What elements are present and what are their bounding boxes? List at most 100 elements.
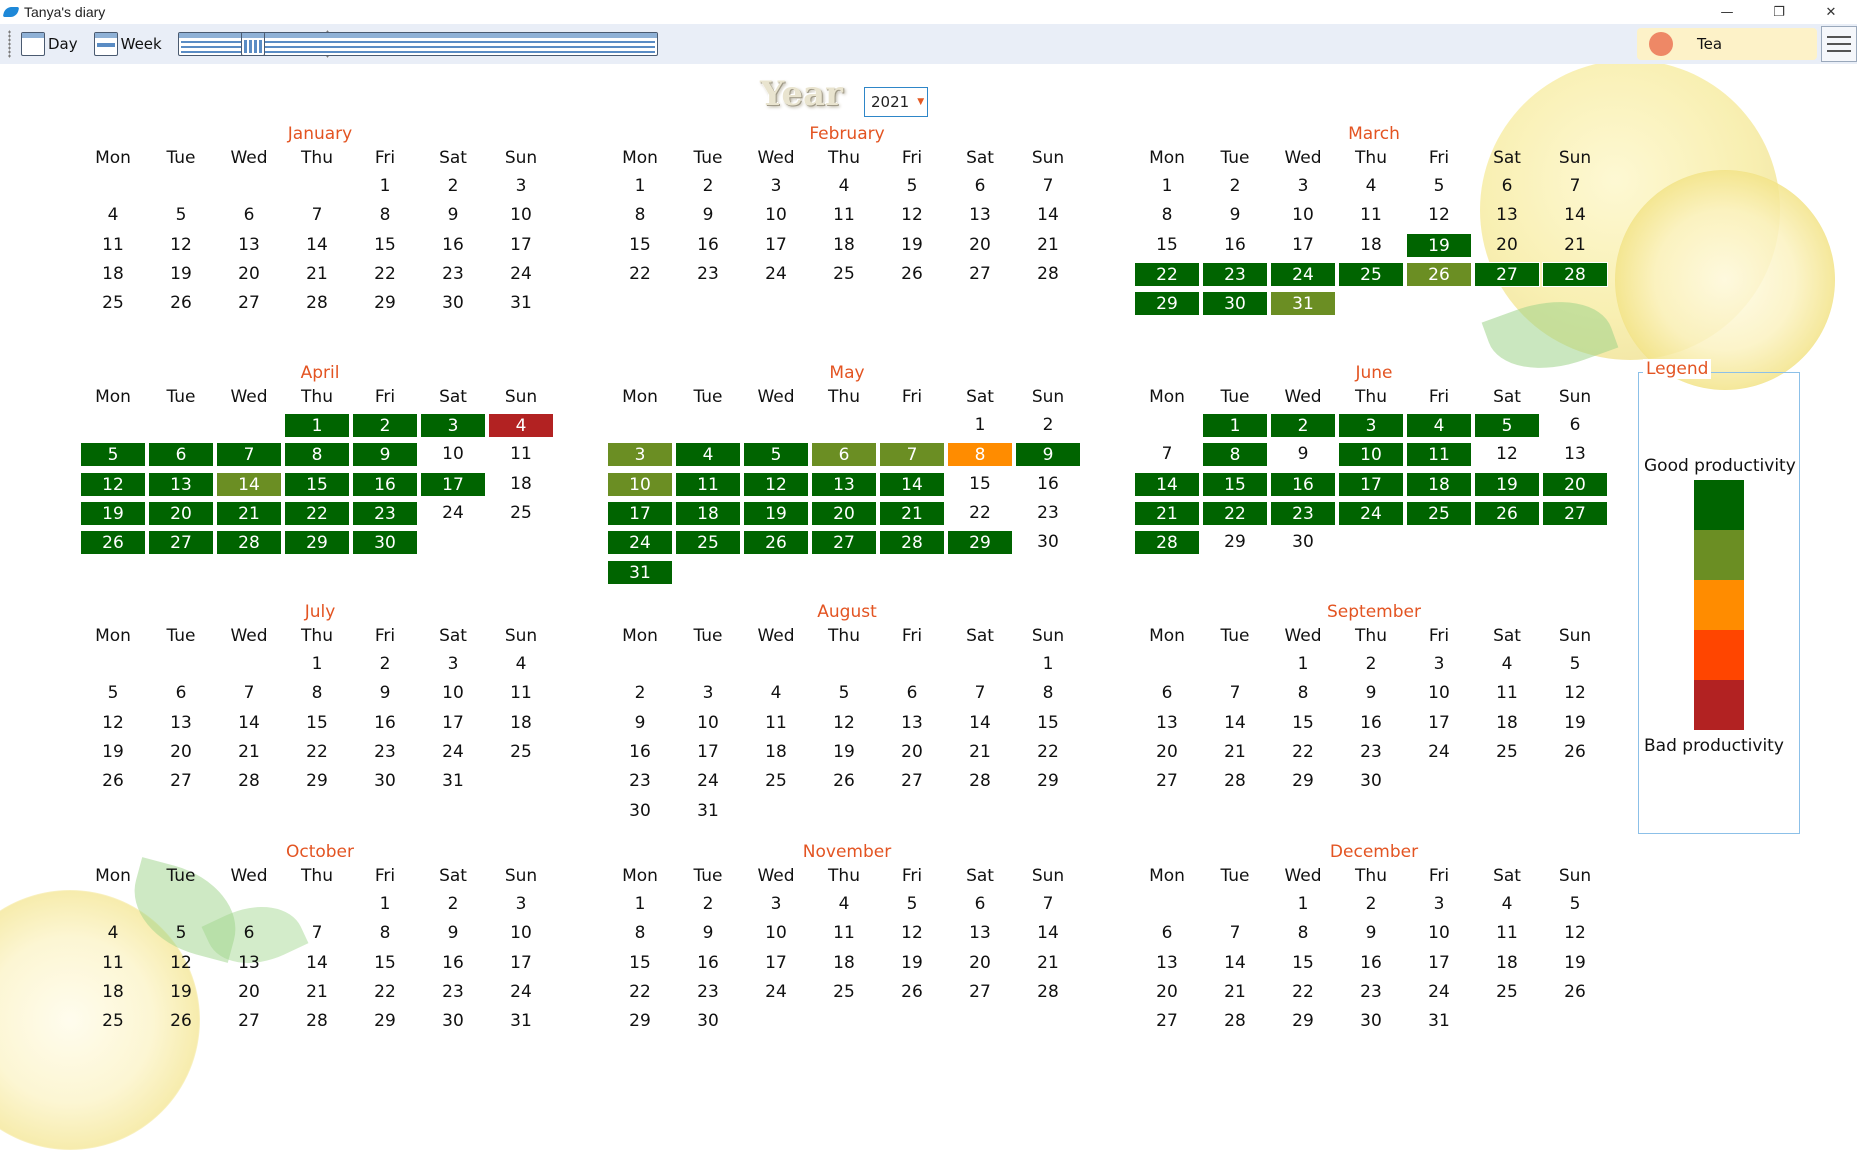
week-view-button[interactable]: Week (88, 28, 168, 60)
day-cell[interactable]: 5 (1474, 413, 1540, 438)
day-cell[interactable]: 10 (765, 923, 787, 944)
day-cell[interactable]: 10 (765, 205, 787, 226)
day-cell[interactable]: 27 (148, 530, 214, 556)
day-cell[interactable]: 9 (379, 683, 391, 704)
day-cell[interactable]: 15 (374, 952, 396, 973)
day-cell[interactable]: 23 (697, 263, 719, 284)
day-cell[interactable]: 19 (80, 500, 146, 526)
day-cell[interactable]: 3 (1297, 176, 1309, 196)
day-cell[interactable]: 6 (906, 683, 918, 704)
day-cell[interactable]: 7 (311, 205, 323, 226)
day-cell[interactable]: 11 (510, 683, 532, 704)
day-cell[interactable]: 14 (969, 712, 991, 733)
day-cell[interactable]: 15 (629, 952, 651, 973)
day-cell[interactable]: 11 (102, 952, 124, 973)
day-cell[interactable]: 24 (607, 530, 673, 556)
day-cell[interactable]: 21 (216, 500, 282, 526)
day-cell[interactable]: 31 (607, 559, 673, 585)
day-cell[interactable]: 3 (770, 894, 782, 914)
day-cell[interactable]: 28 (1037, 981, 1059, 1002)
day-cell[interactable]: 18 (833, 952, 855, 973)
day-cell[interactable]: 29 (1037, 771, 1059, 792)
day-cell[interactable]: 28 (216, 530, 282, 556)
day-cell[interactable]: 9 (1297, 444, 1309, 465)
day-cell[interactable]: 24 (442, 741, 464, 762)
day-cell[interactable]: 6 (1161, 923, 1173, 944)
day-cell[interactable]: 18 (1496, 712, 1518, 733)
day-cell[interactable]: 24 (442, 502, 464, 523)
day-cell[interactable]: 2 (352, 413, 418, 438)
day-cell[interactable]: 31 (510, 1011, 532, 1032)
day-cell[interactable]: 21 (306, 981, 328, 1002)
day-cell[interactable]: 17 (765, 234, 787, 255)
day-cell[interactable]: 1 (1297, 654, 1309, 674)
day-cell[interactable]: 16 (374, 712, 396, 733)
close-button[interactable]: ✕ (1825, 4, 1837, 20)
day-cell[interactable]: 6 (974, 894, 986, 914)
day-cell[interactable]: 26 (901, 263, 923, 284)
day-cell[interactable]: 10 (1338, 442, 1404, 468)
day-cell[interactable]: 11 (675, 471, 741, 497)
day-cell[interactable]: 13 (969, 205, 991, 226)
day-cell[interactable]: 13 (148, 471, 214, 497)
day-cell[interactable]: 3 (515, 894, 527, 914)
day-cell[interactable]: 12 (170, 234, 192, 255)
day-cell[interactable]: 8 (634, 923, 646, 944)
day-cell[interactable]: 2 (1270, 413, 1336, 438)
day-cell[interactable]: 30 (374, 771, 396, 792)
day-cell[interactable]: 26 (901, 981, 923, 1002)
day-cell[interactable]: 16 (1224, 234, 1246, 255)
day-cell[interactable]: 15 (1037, 712, 1059, 733)
day-cell[interactable]: 21 (1037, 234, 1059, 255)
day-cell[interactable]: 12 (1564, 923, 1586, 944)
day-cell[interactable]: 20 (1156, 741, 1178, 762)
day-cell[interactable]: 30 (1360, 771, 1382, 792)
day-cell[interactable]: 6 (148, 442, 214, 468)
day-cell[interactable]: 2 (1042, 415, 1054, 435)
day-cell[interactable]: 13 (901, 712, 923, 733)
day-cell[interactable]: 20 (811, 500, 877, 526)
day-cell[interactable]: 10 (1428, 923, 1450, 944)
day-cell[interactable]: 26 (1564, 981, 1586, 1002)
day-cell[interactable]: 10 (442, 683, 464, 704)
day-cell[interactable]: 27 (811, 530, 877, 556)
day-cell[interactable]: 25 (1338, 261, 1404, 287)
day-cell[interactable]: 16 (352, 471, 418, 497)
day-cell[interactable]: 1 (311, 654, 323, 674)
day-cell[interactable]: 8 (1202, 442, 1268, 468)
day-cell[interactable]: 21 (1037, 952, 1059, 973)
day-cell[interactable]: 30 (629, 800, 651, 821)
day-cell[interactable]: 1 (1297, 894, 1309, 914)
day-cell[interactable]: 30 (352, 530, 418, 556)
day-cell[interactable]: 23 (1202, 261, 1268, 287)
day-cell[interactable]: 10 (1428, 683, 1450, 704)
day-cell[interactable]: 23 (629, 771, 651, 792)
day-cell[interactable]: 26 (743, 530, 809, 556)
day-cell[interactable]: 27 (969, 981, 991, 1002)
day-cell[interactable]: 16 (629, 741, 651, 762)
day-cell[interactable]: 11 (765, 712, 787, 733)
day-cell[interactable]: 18 (1496, 952, 1518, 973)
day-cell[interactable]: 1 (1042, 654, 1054, 674)
day-cell[interactable]: 23 (352, 500, 418, 526)
day-cell[interactable]: 27 (901, 771, 923, 792)
day-cell[interactable]: 3 (1338, 413, 1404, 438)
day-cell[interactable]: 24 (765, 263, 787, 284)
day-cell[interactable]: 5 (1569, 894, 1581, 914)
day-cell[interactable]: 5 (906, 176, 918, 196)
day-cell[interactable]: 4 (107, 923, 119, 944)
day-cell[interactable]: 1 (379, 894, 391, 914)
day-cell[interactable]: 27 (238, 293, 260, 314)
day-cell[interactable]: 16 (1037, 473, 1059, 494)
day-cell[interactable]: 4 (838, 894, 850, 914)
day-cell[interactable]: 30 (1202, 291, 1268, 317)
day-cell[interactable]: 7 (1229, 683, 1241, 704)
month-title[interactable]: June (1355, 363, 1393, 383)
day-cell[interactable]: 4 (675, 442, 741, 468)
day-cell[interactable]: 9 (702, 923, 714, 944)
day-cell[interactable]: 31 (442, 771, 464, 792)
month-title[interactable]: January (287, 124, 353, 144)
day-cell[interactable]: 25 (102, 293, 124, 314)
day-cell[interactable]: 1 (634, 176, 646, 196)
day-cell[interactable]: 15 (1292, 952, 1314, 973)
